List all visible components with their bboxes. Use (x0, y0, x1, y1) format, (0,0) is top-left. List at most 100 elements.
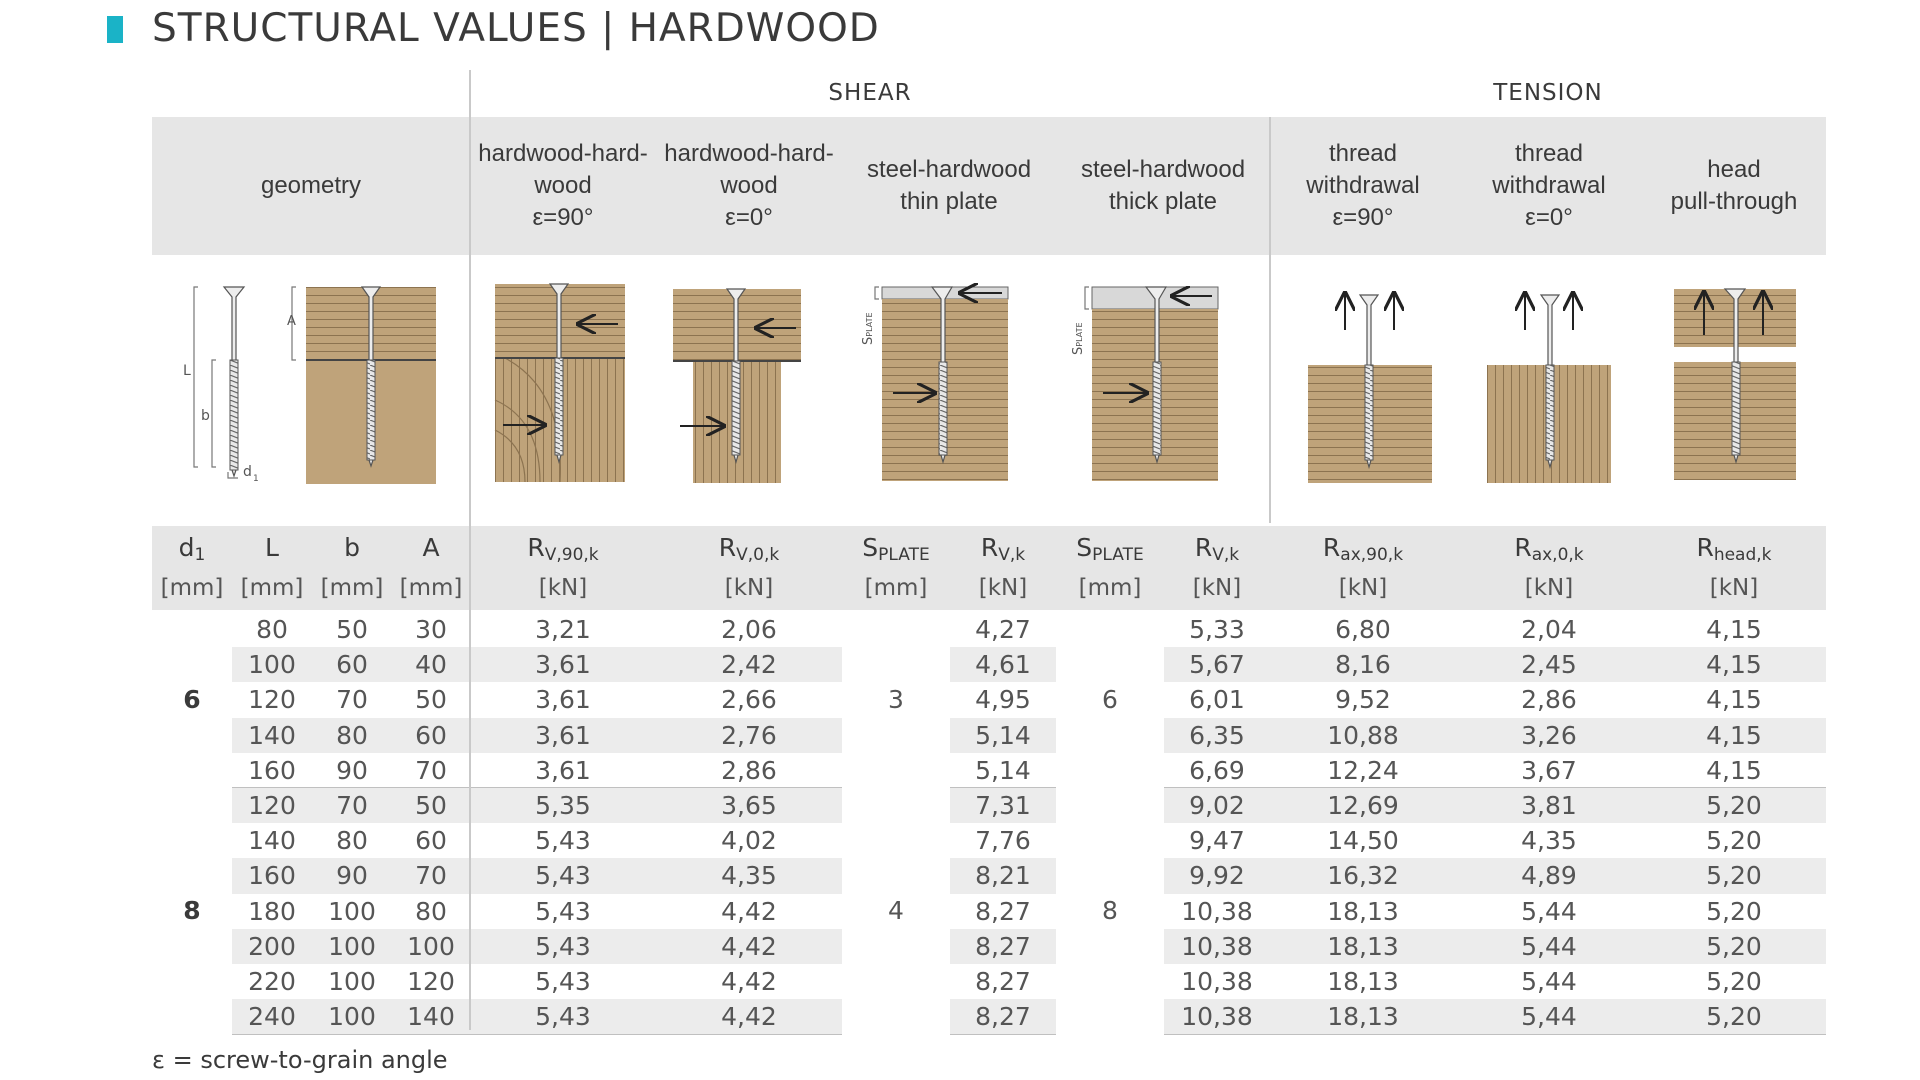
row-stripe (232, 717, 470, 753)
table-bottom-border (950, 1034, 1056, 1036)
row-stripe (470, 788, 842, 824)
row-stripe (950, 858, 1056, 894)
page-title: STRUCTURAL VALUES | HARDWOOD (152, 6, 880, 51)
symbol-splate-thick: SPLATE (1076, 533, 1144, 565)
table-cell: 12,69 (1327, 791, 1399, 820)
table-cell: 70 (336, 791, 368, 820)
table-cell: 4,02 (721, 826, 777, 856)
table-cell: 9,52 (1335, 685, 1391, 715)
row-stripe (232, 858, 470, 894)
table-cell: 2,66 (721, 685, 777, 715)
shear-steel-thick-icon: SPLATE (1071, 287, 1219, 481)
header-line: ε=0° (725, 204, 773, 231)
unit-rhead: [kN] (1709, 575, 1759, 601)
table-cell: 10,88 (1327, 720, 1399, 750)
header-head-pull-through: head pull-through (1642, 117, 1826, 255)
table-cell: 5,35 (535, 791, 591, 820)
screw-geometry-icon: L b d 1 (183, 286, 259, 484)
shear-steel-thin-icon: SPLATE (861, 287, 1009, 481)
table-cell: 120 (248, 685, 296, 715)
table-cell: 80 (336, 826, 368, 856)
header-line: wood (534, 172, 592, 199)
symbol-rax0: Rax,0,k (1514, 533, 1584, 565)
table-cell: 5,67 (1189, 650, 1245, 680)
table-cell: 70 (415, 755, 447, 785)
symbol-rvk-thick: RV,k (1194, 533, 1240, 565)
header-line: steel-hardwood (1080, 156, 1246, 183)
header-steel-thin-plate: steel-hardwood thin plate (842, 117, 1056, 255)
group-label-tension: TENSION (1493, 80, 1603, 106)
table-cell: 160 (248, 755, 296, 785)
table-cell: 18,13 (1327, 896, 1399, 926)
splate-thin-label: SPLATE (861, 312, 876, 345)
shear-hh0-icon (673, 288, 801, 483)
table-cell: 4,15 (1706, 720, 1762, 750)
symbol-rvk-thin: RV,k (980, 533, 1026, 565)
row-stripe (470, 928, 842, 964)
symbol-d1: d1 (178, 533, 206, 565)
table-cell: 5,20 (1706, 931, 1762, 961)
table-cell: 10,38 (1181, 967, 1253, 996)
table-cell: 5,14 (975, 720, 1031, 750)
header-line: head (1707, 156, 1761, 183)
table-cell: 240 (248, 1002, 296, 1032)
row-stripe (232, 788, 470, 824)
unit-splate-thick: [mm] (1078, 575, 1142, 601)
table-cell: 4,15 (1706, 615, 1762, 644)
header-line: hardwood-hard- (664, 140, 834, 167)
symbol-rv0: RV,0,k (718, 533, 780, 565)
table-cell: 10,38 (1181, 931, 1253, 961)
table-cell: 100 (407, 931, 455, 961)
table-cell: 4,35 (1521, 826, 1577, 856)
unit-rv0: [kN] (724, 575, 774, 601)
table-cell: 160 (248, 861, 296, 891)
table-cell: 4,42 (721, 931, 777, 961)
table-cell: 5,44 (1521, 1002, 1577, 1032)
table-cell: 2,06 (721, 615, 777, 644)
symbol-splate-thin: SPLATE (862, 533, 930, 565)
row-stripe (1164, 647, 1826, 683)
symbol-rv90: RV,90,k (527, 533, 599, 565)
table-cell: 5,43 (535, 896, 591, 926)
header-line: pull-through (1670, 188, 1798, 215)
separator-shear-tension (1269, 117, 1271, 523)
table-bottom-border (1164, 1034, 1826, 1036)
unit-rv90: [kN] (538, 575, 588, 601)
table-cell: 180 (248, 896, 296, 926)
shear-hh90-icon (494, 283, 625, 483)
table-cell: 18,13 (1327, 967, 1399, 996)
table-cell: 9,47 (1189, 826, 1245, 856)
table-cell: 60 (415, 720, 447, 750)
table-cell: 4,15 (1706, 755, 1762, 785)
table-cell: 120 (407, 967, 455, 996)
header-line: geometry (260, 172, 362, 199)
table-cell: 5,43 (535, 826, 591, 856)
table-cell: 4,61 (975, 650, 1031, 680)
row-stripe (950, 999, 1056, 1035)
header-geometry: geometry (152, 117, 470, 255)
row-stripe (470, 999, 842, 1035)
tension-tw90-icon (1308, 293, 1432, 483)
row-stripe (470, 717, 842, 753)
header-line: withdrawal (1492, 172, 1606, 199)
dim-b-label: b (201, 408, 210, 424)
table-cell: 40 (415, 650, 447, 680)
table-cell: 100 (248, 650, 296, 680)
table-cell: 3,61 (535, 685, 591, 715)
table-cell: 3,21 (535, 615, 591, 644)
splate-thin-value: 4 (888, 896, 904, 925)
table-cell: 200 (248, 931, 296, 961)
symbol-L: L (265, 533, 279, 562)
table-cell: 4,42 (721, 1002, 777, 1032)
table-cell: 6,80 (1335, 615, 1391, 644)
table-cell: 3,65 (721, 791, 777, 820)
header-line: thread (1328, 140, 1398, 167)
table-cell: 30 (415, 615, 447, 644)
header-line: thick plate (1108, 188, 1218, 215)
table-cell: 90 (336, 755, 368, 785)
table-cell: 70 (336, 685, 368, 715)
group-divider (950, 787, 1056, 788)
header-line: withdrawal (1306, 172, 1420, 199)
dim-d1-label: d (243, 464, 252, 480)
table-cell: 2,86 (721, 755, 777, 785)
